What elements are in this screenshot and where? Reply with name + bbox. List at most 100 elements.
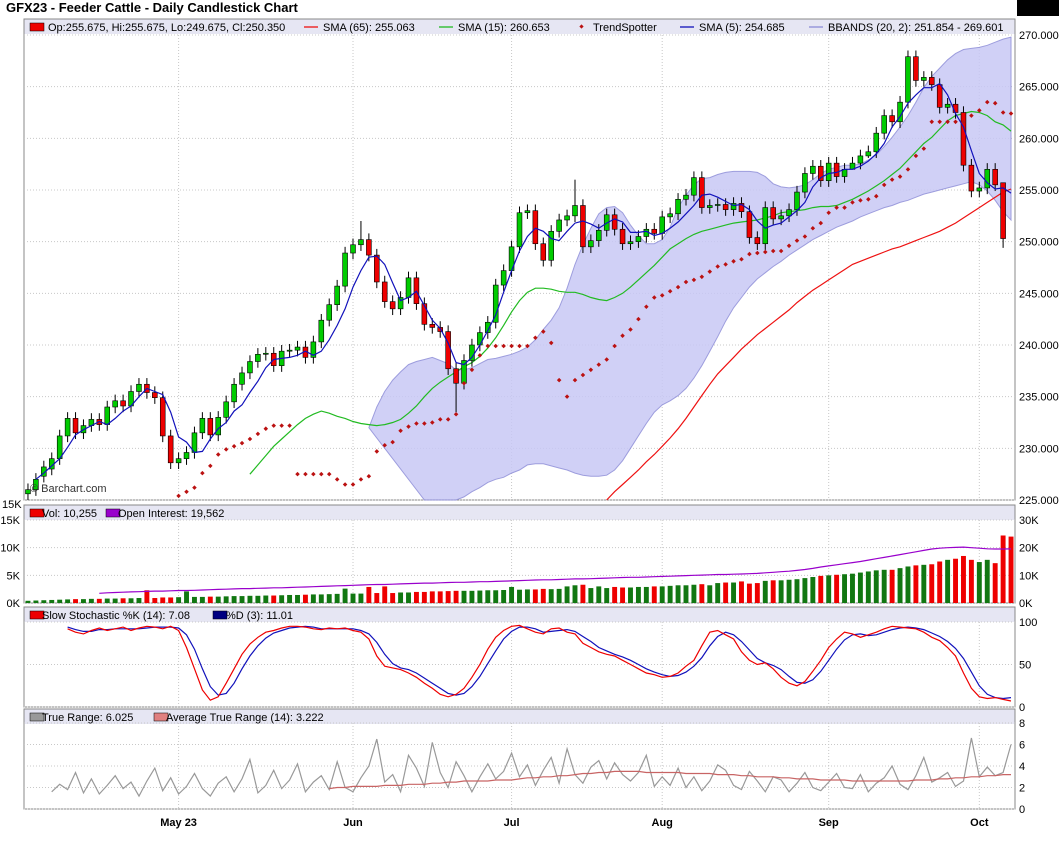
volume-bar [295,594,300,603]
candle-body [699,177,705,208]
x-axis-label: Jun [343,817,363,829]
trendspotter-dot [644,304,649,310]
volume-bar [96,598,102,603]
volume-bar [120,598,126,603]
candle-body [889,115,895,123]
trendspotter-dot [184,489,189,494]
open-interest-line [99,546,1012,594]
trendspotter-dot [295,471,300,477]
volume-bar [517,589,522,603]
volume-bar [532,589,538,603]
trendspotter-dot [477,353,483,358]
volume-bar [857,572,863,603]
volume-bar [88,598,94,603]
price-tick-label: 265.000 [1019,82,1059,94]
volume-bar [604,588,610,603]
candle-body [159,397,166,437]
true-range-tick-label: 0 [1019,804,1025,816]
volume-bar [326,594,332,603]
candle-body [540,243,547,261]
candle-body [405,277,412,298]
volume-bar [834,574,840,603]
trendspotter-dot [723,262,728,267]
trendspotter-dot [263,426,269,431]
volume-bar [540,588,546,603]
volume-bar [865,571,871,603]
volume-panel-header-bg [24,505,1015,520]
tr-legend-swatch [29,712,45,722]
trendspotter-dot [652,295,657,300]
candle-body [136,383,142,392]
volume-bar [437,591,443,603]
price-panel-header-bg [24,19,1015,34]
candle-body [746,211,753,238]
volume-bar [635,586,641,603]
candle-body [183,452,190,459]
candle-body [675,199,681,215]
trendspotter-dot [683,279,689,285]
volume-bar [501,589,507,603]
ohlc-legend-swatch [29,22,45,32]
candle-body [976,187,983,192]
candle-body [421,303,428,325]
candle-body [596,230,602,241]
trendspotter-dot [636,316,641,322]
sma15-line [249,110,1012,475]
price-tick-label: 255.000 [1019,185,1059,197]
volume-bar [778,580,784,603]
candle-body [492,284,499,323]
candle-body [928,77,935,85]
trendspotter-dot [231,444,237,449]
atr-line [329,770,1011,790]
x-axis-label: Sep [819,817,839,829]
candle-body [175,458,182,464]
tr-legend: True Range: 6.025 [42,712,133,724]
true-range-tick-label: 2 [1019,783,1025,795]
volume-bar [350,593,356,603]
volume-bar [961,555,966,603]
stochd-legend: %D (3): 11.01 [226,610,293,622]
candle-body [992,169,998,186]
candle-body [381,281,388,302]
candle-body [786,209,792,217]
candle-body [794,191,800,210]
trendspotter-dot [239,440,245,446]
volume-right-tick-label: 10K [1019,570,1039,582]
trendspotter-dot [326,471,332,477]
candle-body [818,165,824,182]
volume-bar [731,582,737,603]
volume-bar [810,576,816,603]
volume-bar [564,586,570,603]
candle-body [263,352,269,355]
volume-bar [786,579,792,603]
oi-legend: Open Interest: 19,562 [118,508,224,520]
volume-bar [953,558,958,603]
candle-body [913,56,919,81]
trendspotter-dot [287,423,292,428]
volume-right-tick-label: 20K [1019,543,1039,555]
volume-bar [390,593,396,603]
candle-body [112,400,118,408]
stochk-legend: Slow Stochastic %K (14): 7.08 [42,610,190,622]
volume-bar [160,597,166,603]
candle-body [239,372,245,385]
volume-bar [302,594,308,603]
trendspotter-dot [588,367,594,373]
trendspotter-dot [271,423,276,428]
trendspotter-dot [691,277,697,283]
candle-body [707,205,713,208]
trendspotter-dot [556,377,562,383]
trendspotter-dot [572,377,578,383]
trendspotter-dot [548,340,554,346]
bbands-legend: BBANDS (20, 2): 251.854 - 269.601 [828,22,1004,34]
trendspotter-dot [279,423,284,428]
candle-body [397,297,404,310]
volume-bar [461,590,467,603]
stoch-d-line [67,625,1012,700]
trendspotter-dot [200,470,205,476]
candle-body [865,151,872,157]
candle-body [152,392,158,398]
volume-bar [215,596,221,603]
candle-body [762,207,769,245]
trendspotter-dot [334,477,340,482]
